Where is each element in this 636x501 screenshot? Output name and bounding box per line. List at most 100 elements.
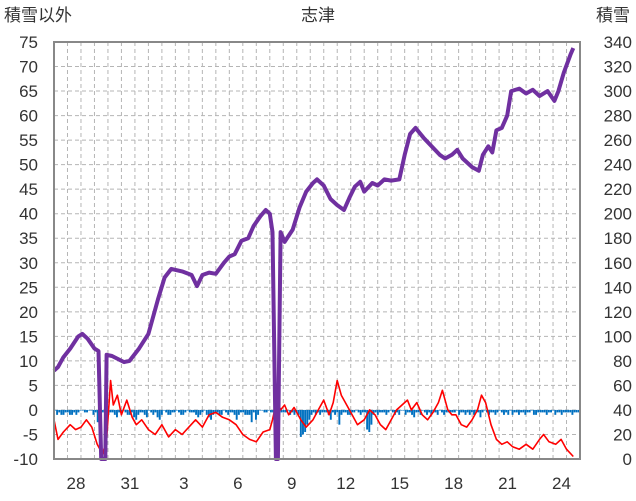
precipitation-bar [94, 409, 97, 413]
right-tick-label: 120 [604, 303, 632, 322]
precipitation-bar [139, 409, 142, 413]
precipitation-bar [225, 409, 227, 413]
precipitation-bar [406, 409, 409, 413]
precipitation-bar [190, 409, 193, 413]
precipitation-bar [483, 409, 486, 411]
precipitation-bar [150, 409, 153, 413]
precipitation-bar [342, 409, 345, 413]
precipitation-bar [280, 409, 283, 413]
chart-title: 志津 [301, 6, 335, 26]
right-tick-label: 260 [604, 131, 632, 150]
precipitation-bar [550, 409, 552, 413]
precipitation-bar [391, 409, 394, 413]
precipitation-bar [237, 409, 240, 415]
precipitation-bar [64, 409, 67, 413]
left-tick-label: 30 [19, 254, 38, 273]
precipitation-bar [477, 409, 480, 413]
left-tick-label: 20 [19, 303, 38, 322]
precipitation-bar [165, 409, 168, 413]
precipitation-bar [535, 409, 538, 415]
precipitation-bar [109, 409, 112, 413]
right-tick-label: 80 [613, 352, 632, 371]
precipitation-bar [171, 409, 174, 413]
precipitation-bar [71, 409, 74, 415]
precipitation-bar [355, 409, 358, 411]
precipitation-bar [351, 409, 354, 413]
precipitation-bar [481, 409, 484, 413]
precipitation-bar [66, 409, 69, 413]
precipitation-bar [567, 409, 570, 413]
precipitation-bar [460, 409, 463, 413]
precipitation-bar [565, 409, 567, 413]
precipitation-bar [404, 409, 407, 415]
precipitation-bar [216, 409, 219, 413]
precipitation-bar [154, 409, 157, 413]
precipitation-bar [357, 409, 360, 413]
left-tick-label: 5 [29, 376, 38, 395]
left-tick-label: 75 [19, 33, 38, 52]
left-tick-label: -10 [13, 450, 38, 469]
precipitation-bar [148, 409, 150, 411]
precipitation-bar [346, 409, 349, 415]
precipitation-bar [197, 409, 200, 418]
x-tick-label: 6 [233, 474, 242, 493]
precipitation-bar [321, 409, 324, 413]
precipitation-bar [329, 409, 332, 420]
precipitation-bar [569, 409, 572, 413]
precipitation-bar [374, 409, 377, 413]
precipitation-bar [505, 409, 508, 413]
precipitation-bar [135, 409, 138, 420]
right-tick-label: 20 [613, 425, 632, 444]
precipitation-bar [387, 409, 390, 413]
precipitation-bar [312, 409, 315, 413]
precipitation-bar [240, 409, 242, 413]
precipitation-bar [468, 409, 471, 415]
precipitation-bar [96, 409, 99, 423]
precipitation-bar [306, 409, 309, 425]
plot-area-background [54, 42, 580, 459]
precipitation-bar [83, 409, 86, 413]
precipitation-bar [287, 409, 289, 411]
precipitation-bar [175, 409, 178, 411]
right-tick-label: 200 [604, 205, 632, 224]
precipitation-bar [417, 409, 420, 413]
precipitation-bar [184, 409, 187, 413]
precipitation-bar [195, 409, 198, 415]
x-tick-label: 31 [120, 474, 139, 493]
precipitation-bar [361, 409, 364, 413]
precipitation-bar [383, 409, 386, 413]
precipitation-bar [366, 409, 369, 430]
x-tick-label: 24 [552, 474, 571, 493]
precipitation-bar [389, 409, 392, 411]
precipitation-bar [124, 409, 127, 413]
precipitation-bar [203, 409, 206, 411]
right-tick-label: 220 [604, 180, 632, 199]
right-tick-label: 100 [604, 327, 632, 346]
precipitation-bar [235, 409, 238, 420]
precipitation-bar [543, 409, 546, 413]
precipitation-bar [537, 409, 540, 413]
precipitation-bar [222, 409, 225, 411]
precipitation-bar [434, 409, 437, 413]
left-tick-label: 15 [19, 327, 38, 346]
precipitation-bar [62, 409, 65, 415]
left-tick-label: 0 [29, 401, 38, 420]
x-tick-label: 9 [287, 474, 296, 493]
precipitation-bar [344, 409, 347, 413]
precipitation-bar [423, 409, 426, 413]
precipitation-bar [571, 409, 574, 415]
precipitation-bar [402, 409, 405, 411]
right-axis-ticks: 3403203002802602402202001801601401201008… [604, 33, 632, 469]
right-tick-label: 160 [604, 254, 632, 273]
precipitation-bar [233, 409, 236, 415]
precipitation-bar [88, 409, 91, 411]
precipitation-bar [158, 409, 161, 420]
precipitation-bar [338, 409, 341, 425]
precipitation-bar [503, 409, 505, 415]
precipitation-bar [207, 409, 210, 418]
precipitation-bar [163, 409, 165, 411]
precipitation-bar [436, 409, 439, 415]
precipitation-bar [199, 409, 202, 415]
